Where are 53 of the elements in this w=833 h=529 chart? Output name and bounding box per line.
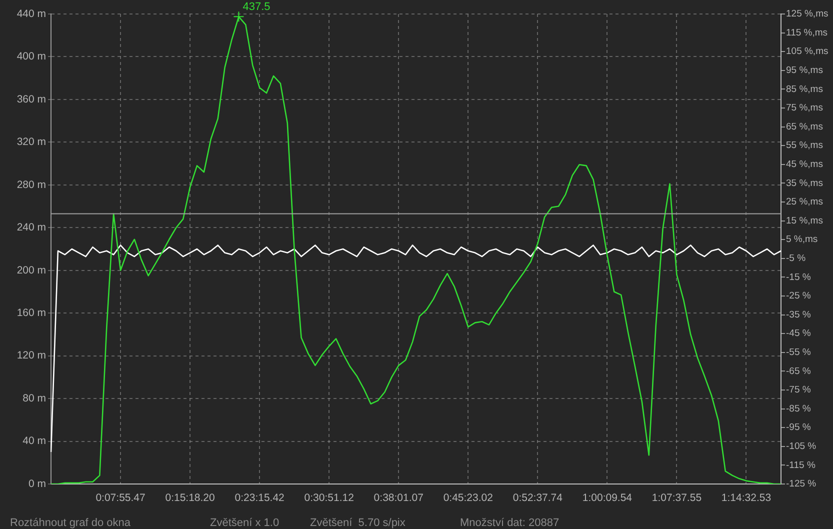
text: Množství dat: 20887: [460, 517, 560, 529]
x-tick-label: 0:52:37.74: [512, 492, 563, 504]
y2-tick-label: 15 %,ms: [786, 215, 824, 226]
y2-tick-label: -15 %: [786, 272, 812, 283]
text: Zvětšení 5.70 s/pix: [310, 517, 406, 529]
y-tick-label: 0 m: [28, 478, 46, 490]
y-tick-label: 240 m: [16, 222, 46, 234]
text: Roztáhnout graf do okna: [10, 517, 132, 529]
x-tick-label: 0:38:01.07: [374, 492, 424, 504]
y2-tick-label: 65 %,ms: [786, 121, 824, 132]
y2-tick-label: -125 %: [786, 478, 817, 490]
y2-tick-label: -95 %: [786, 422, 812, 434]
y2-tick-label: 45 %,ms: [786, 159, 824, 170]
y2-tick-label: -25 %: [786, 290, 812, 302]
y2-tick-label: -35 %: [786, 309, 812, 320]
y2-tick-label: -5 %: [786, 253, 806, 264]
y2-tick-label: 35 %,ms: [786, 178, 824, 189]
y-tick-label: 360 m: [16, 93, 46, 106]
y2-tick-label: -75 %: [786, 384, 812, 396]
y2-tick-label: 25 %,ms: [786, 196, 824, 208]
text: Zvětšení x 1.0: [210, 517, 280, 529]
y2-tick-label: 105 %,ms: [786, 46, 828, 58]
y-tick-label: 40 m: [22, 435, 46, 448]
y2-tick-label: 55 %,ms: [786, 140, 824, 152]
y-tick-label: 400 m: [16, 50, 46, 63]
x-tick-label: 0:45:23.02: [443, 492, 494, 504]
y2-tick-label: 115 %,ms: [786, 27, 828, 38]
y2-tick-label: -65 %: [786, 366, 812, 377]
y2-tick-label: -105 %: [786, 441, 817, 452]
y2-tick-label: -45 %: [786, 328, 812, 340]
x-tick-label: 1:14:32.53: [721, 492, 772, 504]
x-tick-label: 1:07:37.55: [652, 492, 702, 504]
x-tick-label: 0:15:18.20: [165, 492, 216, 504]
y2-tick-label: 75 %,ms: [786, 102, 824, 114]
y2-tick-label: -55 %: [786, 347, 812, 358]
y2-tick-label: -85 %: [786, 403, 812, 414]
x-tick-label: 1:00:09.54: [582, 492, 632, 504]
text: 437.5: [242, 1, 270, 14]
y-tick-label: 320 m: [16, 136, 46, 148]
y2-tick-label: 5 %,ms: [786, 234, 818, 246]
x-tick-label: 0:23:15.42: [234, 492, 285, 504]
y2-tick-label: 85 %,ms: [786, 84, 824, 95]
y-tick-label: 280 m: [16, 178, 46, 191]
y2-tick-label: -115 %: [786, 460, 816, 471]
y-tick-label: 440 m: [16, 8, 46, 20]
x-tick-label: 0:30:51.12: [304, 492, 354, 504]
y-tick-label: 80 m: [22, 392, 46, 404]
y-tick-label: 200 m: [16, 264, 46, 276]
y-tick-label: 160 m: [16, 306, 46, 319]
y2-tick-label: 95 %,ms: [786, 65, 824, 76]
y-tick-label: 120 m: [16, 350, 46, 362]
x-tick-label: 0:07:55.47: [96, 492, 146, 504]
y2-tick-label: 125 %,ms: [786, 8, 828, 20]
